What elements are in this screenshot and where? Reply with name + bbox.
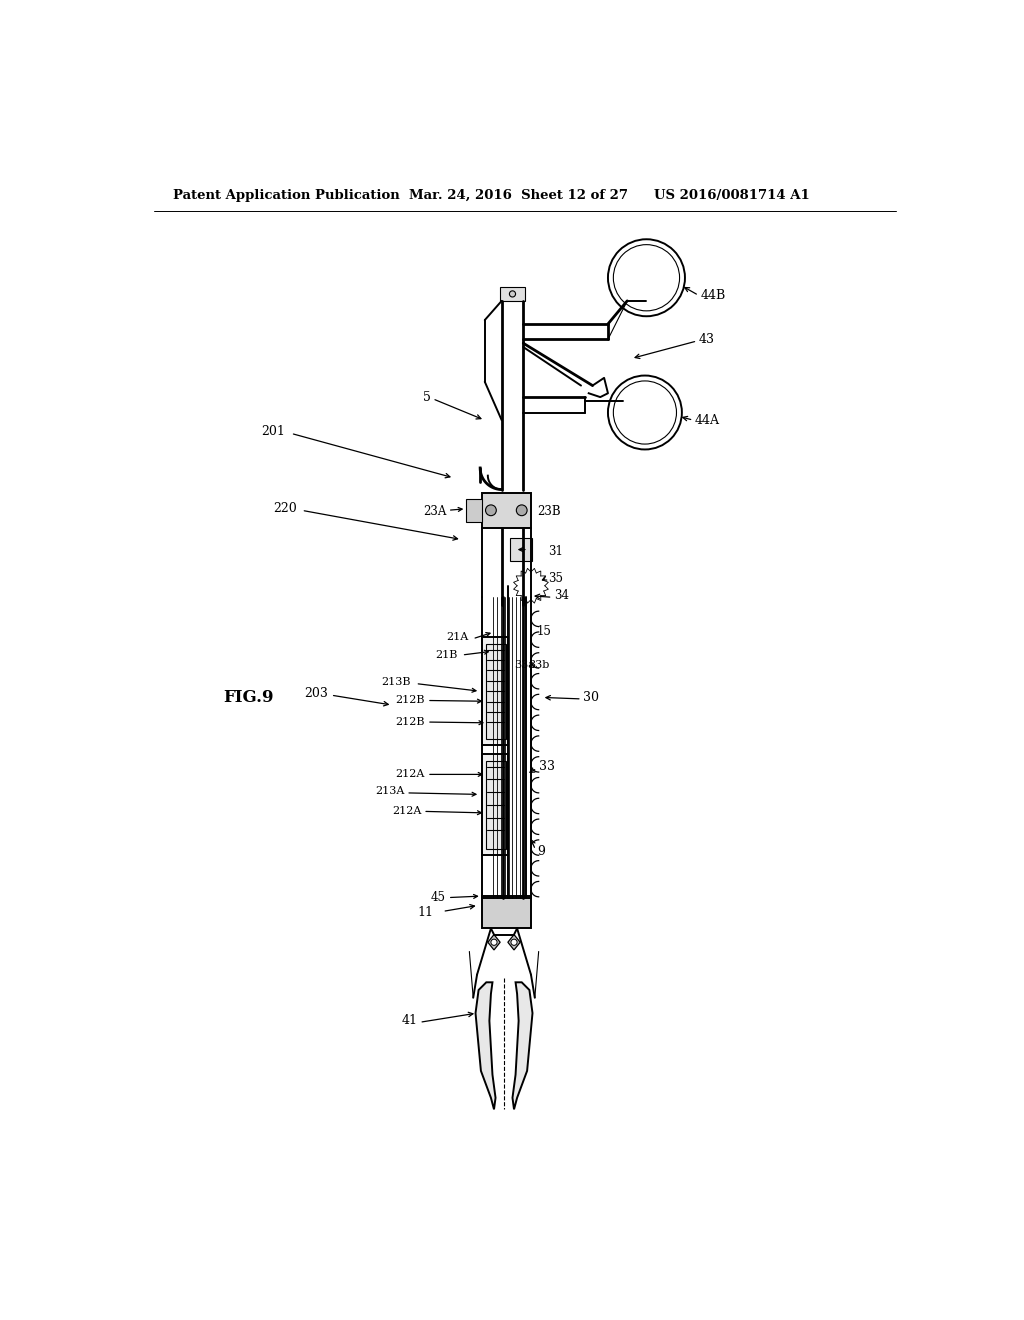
Text: 213A: 213A xyxy=(376,787,404,796)
Text: US 2016/0081714 A1: US 2016/0081714 A1 xyxy=(654,189,810,202)
Circle shape xyxy=(511,940,517,945)
Text: 33: 33 xyxy=(539,760,555,774)
Text: 220: 220 xyxy=(273,502,297,515)
Text: 34: 34 xyxy=(554,589,569,602)
Text: 44A: 44A xyxy=(695,413,720,426)
Text: 11: 11 xyxy=(417,907,433,920)
Text: 31: 31 xyxy=(548,545,563,557)
Text: 201: 201 xyxy=(261,425,286,438)
Text: 41: 41 xyxy=(401,1014,418,1027)
Text: FIG.9: FIG.9 xyxy=(223,689,273,706)
Polygon shape xyxy=(487,935,500,950)
Text: 44B: 44B xyxy=(700,289,726,302)
Bar xyxy=(466,499,481,521)
Bar xyxy=(481,896,531,928)
Text: 5: 5 xyxy=(423,391,431,404)
Text: Mar. 24, 2016  Sheet 12 of 27: Mar. 24, 2016 Sheet 12 of 27 xyxy=(410,189,629,202)
Text: 23A: 23A xyxy=(423,504,446,517)
Polygon shape xyxy=(508,935,520,950)
Text: 212B: 212B xyxy=(395,696,425,705)
Text: 15: 15 xyxy=(538,626,552,639)
Circle shape xyxy=(490,940,497,945)
Circle shape xyxy=(485,504,497,516)
Text: 212B: 212B xyxy=(395,717,425,727)
Bar xyxy=(500,286,525,301)
Bar xyxy=(481,755,508,855)
Text: Patent Application Publication: Patent Application Publication xyxy=(173,189,399,202)
Text: 43: 43 xyxy=(698,333,715,346)
Text: 21A: 21A xyxy=(446,632,469,643)
Text: 212A: 212A xyxy=(395,770,425,779)
Bar xyxy=(485,760,506,849)
Circle shape xyxy=(516,504,527,516)
Text: 45: 45 xyxy=(431,891,445,904)
Bar xyxy=(481,494,531,528)
Polygon shape xyxy=(512,982,532,1109)
Text: 212A: 212A xyxy=(392,807,422,816)
Text: 9: 9 xyxy=(538,845,545,858)
Text: 30: 30 xyxy=(584,690,599,704)
Circle shape xyxy=(509,290,515,297)
Bar xyxy=(485,644,506,739)
Text: 33a: 33a xyxy=(514,660,535,671)
Bar xyxy=(510,539,531,561)
Bar xyxy=(481,638,508,744)
Text: 21B: 21B xyxy=(435,649,458,660)
Text: 33b: 33b xyxy=(528,660,549,671)
Text: 35: 35 xyxy=(548,572,563,585)
Text: 203: 203 xyxy=(304,686,328,700)
Text: 213B: 213B xyxy=(382,677,411,686)
Polygon shape xyxy=(475,982,496,1109)
Text: 23B: 23B xyxy=(538,504,561,517)
